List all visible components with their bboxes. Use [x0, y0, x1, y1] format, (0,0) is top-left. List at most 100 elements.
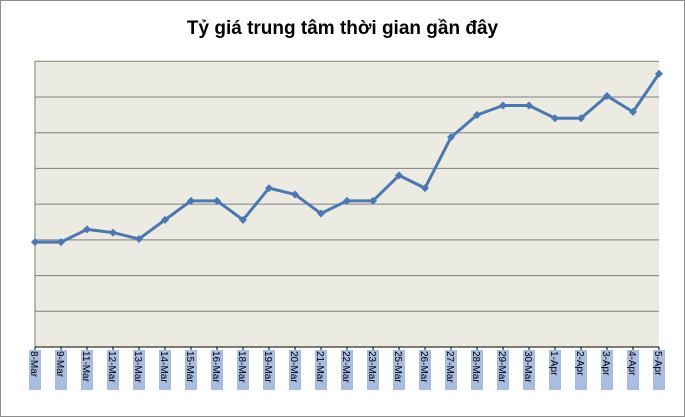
x-tick-label: 26-Mar: [418, 351, 429, 383]
x-tick-label: 25-Mar: [392, 351, 403, 383]
x-tick-labels: 8-Mar 9-Mar 11-Mar 12-Mar 13-Mar 14-Mar 15-Mar…: [28, 347, 665, 390]
x-tick-label-background: [627, 350, 639, 390]
x-tick-label: 29-Mar: [496, 351, 507, 383]
x-tick-label-group: 26-Mar: [418, 350, 431, 390]
x-tick-label-background: [29, 350, 41, 390]
x-tick-label: 3-Apr: [600, 351, 611, 376]
x-tick-label-background: [575, 350, 587, 390]
x-tick-label: 20-Mar: [288, 351, 299, 383]
x-tick-label-background: [393, 350, 405, 390]
x-tick-label-background: [497, 350, 509, 390]
data-point: [525, 101, 533, 110]
x-tick-label-background: [55, 350, 67, 390]
data-point: [369, 196, 377, 205]
x-tick-label-background: [445, 350, 457, 390]
x-tick-label: 30-Mar: [522, 351, 533, 383]
x-tick-label: 12-Mar: [106, 351, 117, 383]
x-tick-label: 16-Mar: [210, 351, 221, 383]
x-tick-label: 27-Mar: [444, 351, 455, 383]
x-tick-label: 9-Mar: [54, 351, 65, 378]
x-tick-label-group: 14-Mar: [158, 350, 171, 390]
x-tick-label: 8-Mar: [28, 351, 39, 378]
x-tick-label-group: 9-Mar: [54, 350, 67, 390]
x-tick-label: 14-Mar: [158, 351, 169, 383]
x-tick-label-background: [471, 350, 483, 390]
x-tick-label: 21-Mar: [314, 351, 325, 383]
x-tick-label-group: 29-Mar: [496, 350, 509, 390]
x-tick-label-background: [237, 350, 249, 390]
data-point: [161, 215, 169, 224]
x-tick-label-background: [159, 350, 171, 390]
x-tick-label: 22-Mar: [340, 351, 351, 383]
x-tick-label-group: 1-Apr: [548, 350, 561, 390]
x-tick-label: 19-Mar: [262, 351, 273, 383]
data-point: [603, 91, 611, 100]
data-point: [343, 196, 351, 205]
x-tick-label: 13-Mar: [132, 351, 143, 383]
x-tick-label-group: 2-Apr: [574, 350, 587, 390]
x-tick-label-background: [211, 350, 223, 390]
x-tick-label-background: [341, 350, 353, 390]
x-tick-label: 4-Apr: [626, 351, 637, 376]
data-point: [239, 215, 247, 224]
data-point: [447, 133, 455, 142]
x-tick-label-background: [523, 350, 535, 390]
x-tick-label-background: [133, 350, 145, 390]
x-tick-label-group: 28-Mar: [470, 350, 483, 390]
x-tick-label: 15-Mar: [184, 351, 195, 383]
data-point: [629, 107, 637, 116]
data-point: [291, 190, 299, 199]
data-point: [551, 114, 559, 123]
x-tick-label-background: [107, 350, 119, 390]
data-point: [577, 114, 585, 123]
x-tick-label-group: 23-Mar: [366, 350, 379, 390]
x-tick-label-group: 15-Mar: [184, 350, 197, 390]
x-tick-label-group: 5-Apr: [652, 350, 665, 390]
x-tick-label-background: [315, 350, 327, 390]
data-point: [57, 238, 65, 247]
x-tick-label-group: 19-Mar: [262, 350, 275, 390]
x-tick-label: 18-Mar: [236, 351, 247, 383]
x-tick-label-background: [419, 350, 431, 390]
x-tick-label-background: [185, 350, 197, 390]
x-tick-label-background: [549, 350, 561, 390]
data-point: [31, 238, 39, 247]
x-tick-label-group: 8-Mar: [28, 350, 41, 390]
x-tick-label-background: [263, 350, 275, 390]
x-tick-label-background: [653, 350, 665, 390]
x-tick-label-group: 11-Mar: [80, 350, 93, 390]
x-tick-label-group: 3-Apr: [600, 350, 613, 390]
x-tick-label-group: 27-Mar: [444, 350, 457, 390]
data-point: [317, 209, 325, 218]
x-tick-label: 2-Apr: [574, 351, 585, 376]
x-tick-label: 5-Apr: [652, 351, 663, 376]
x-tick-label-group: 22-Mar: [340, 350, 353, 390]
x-tick-label: 23-Mar: [366, 351, 377, 383]
x-tick-label-group: 25-Mar: [392, 350, 405, 390]
x-tick-label: 11-Mar: [80, 351, 91, 383]
data-point: [421, 184, 429, 193]
x-tick-label-group: 13-Mar: [132, 350, 145, 390]
x-tick-label: 28-Mar: [470, 351, 481, 383]
x-tick-label-group: 12-Mar: [106, 350, 119, 390]
x-tick-label-background: [289, 350, 301, 390]
x-tick-label-group: 16-Mar: [210, 350, 223, 390]
x-tick-label-background: [367, 350, 379, 390]
x-tick-label-group: 4-Apr: [626, 350, 639, 390]
x-tick-label-background: [601, 350, 613, 390]
x-tick-label-group: 20-Mar: [288, 350, 301, 390]
data-point: [473, 111, 481, 120]
data-point: [213, 196, 221, 205]
x-tick-label: 1-Apr: [548, 351, 559, 376]
data-point: [265, 184, 273, 193]
data-point: [187, 196, 195, 205]
data-point: [109, 228, 117, 237]
data-point: [655, 69, 663, 78]
x-tick-label-group: 18-Mar: [236, 350, 249, 390]
x-tick-label-background: [81, 350, 93, 390]
data-point: [83, 225, 91, 234]
data-point: [135, 234, 143, 243]
series-layer: [31, 69, 663, 247]
data-point: [395, 171, 403, 180]
